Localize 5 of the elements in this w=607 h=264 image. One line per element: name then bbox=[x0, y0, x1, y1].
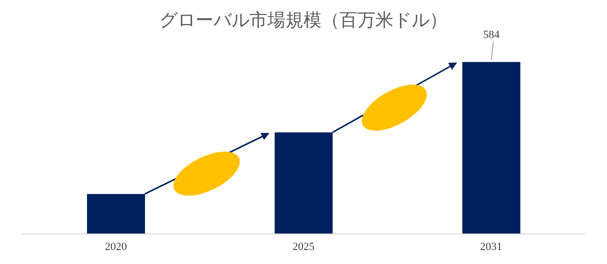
data-label: 584 bbox=[483, 29, 500, 41]
x-tick-label: 2025 bbox=[292, 240, 315, 253]
chart-title: グローバル市場規模（百万米ドル） bbox=[160, 10, 448, 31]
x-tick-label: 2031 bbox=[480, 240, 502, 253]
x-tick-label: 2020 bbox=[104, 240, 128, 253]
